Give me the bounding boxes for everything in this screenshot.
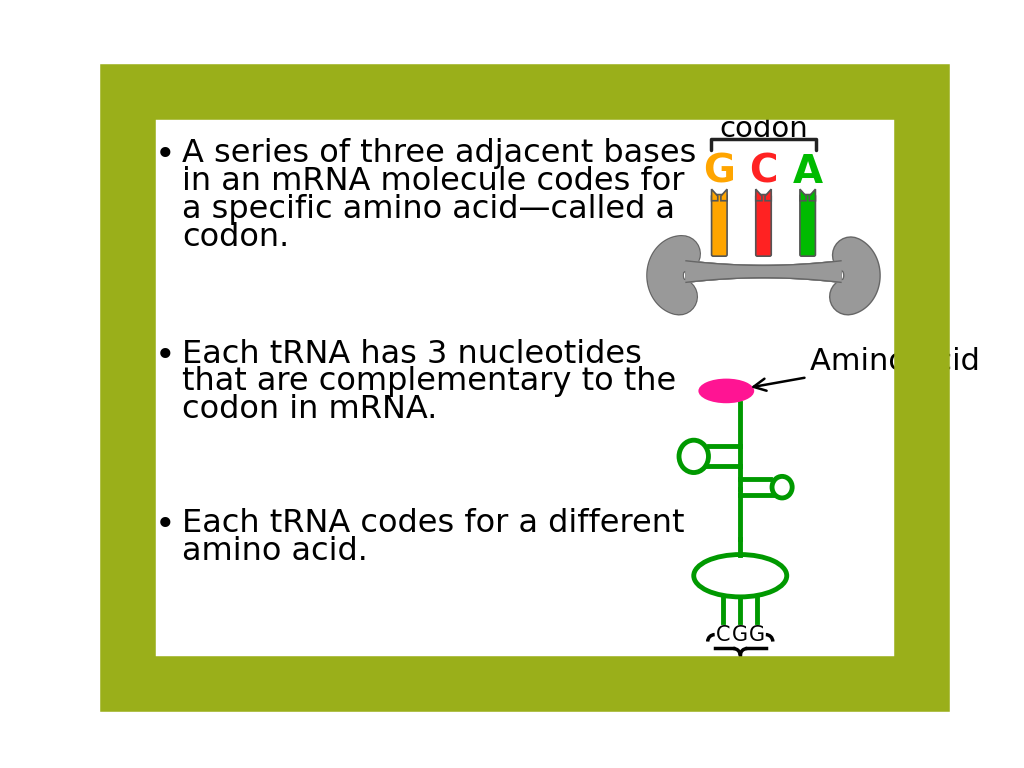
Text: C: C — [716, 624, 730, 644]
Text: G: G — [732, 624, 749, 644]
Ellipse shape — [679, 440, 709, 472]
Text: C: C — [750, 153, 778, 191]
Text: •: • — [155, 339, 176, 372]
Polygon shape — [686, 261, 841, 283]
Text: Amino acid: Amino acid — [754, 347, 980, 391]
Text: amino acid.: amino acid. — [182, 536, 368, 567]
Text: that are complementary to the: that are complementary to the — [182, 366, 677, 397]
Text: Each tRNA has 3 nucleotides: Each tRNA has 3 nucleotides — [182, 339, 642, 369]
Ellipse shape — [693, 554, 786, 597]
FancyBboxPatch shape — [800, 194, 815, 257]
Text: A: A — [793, 153, 822, 191]
Ellipse shape — [698, 379, 755, 403]
Polygon shape — [686, 261, 841, 283]
Text: codon: codon — [719, 115, 808, 144]
Text: A series of three adjacent bases: A series of three adjacent bases — [182, 138, 696, 170]
Text: G: G — [750, 624, 765, 644]
Polygon shape — [800, 189, 806, 200]
Polygon shape — [756, 189, 762, 200]
Text: codon in mRNA.: codon in mRNA. — [182, 394, 437, 425]
Text: a specific amino acid—called a: a specific amino acid—called a — [182, 194, 675, 225]
Polygon shape — [809, 189, 815, 200]
Polygon shape — [765, 189, 771, 200]
FancyBboxPatch shape — [712, 194, 727, 257]
Polygon shape — [712, 189, 718, 200]
Text: Each tRNA codes for a different: Each tRNA codes for a different — [182, 508, 685, 539]
Text: Anticodon: Anticodon — [649, 666, 831, 700]
Text: in an mRNA molecule codes for: in an mRNA molecule codes for — [182, 166, 685, 197]
Polygon shape — [721, 189, 727, 200]
Text: •: • — [155, 508, 176, 542]
Ellipse shape — [772, 476, 793, 498]
Text: codon.: codon. — [182, 221, 290, 253]
Text: G: G — [703, 153, 735, 191]
Text: •: • — [155, 138, 176, 172]
FancyBboxPatch shape — [756, 194, 771, 257]
